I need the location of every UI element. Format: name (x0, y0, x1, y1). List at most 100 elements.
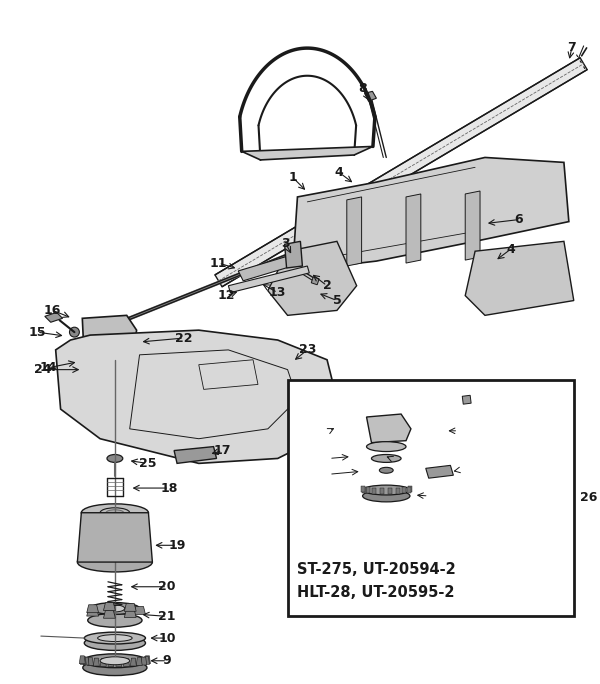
Polygon shape (83, 657, 89, 665)
Text: 14: 14 (40, 361, 58, 374)
Ellipse shape (83, 654, 147, 668)
Polygon shape (403, 488, 406, 493)
Circle shape (70, 327, 79, 337)
Polygon shape (77, 513, 152, 562)
Polygon shape (130, 658, 136, 666)
Ellipse shape (87, 354, 137, 366)
Ellipse shape (106, 510, 124, 516)
Bar (287, 380, 574, 616)
Text: 25: 25 (139, 457, 156, 470)
Polygon shape (124, 603, 136, 611)
Ellipse shape (379, 467, 393, 473)
Polygon shape (145, 656, 151, 663)
Text: 8: 8 (358, 82, 367, 95)
Polygon shape (406, 194, 421, 263)
Text: 12: 12 (218, 289, 235, 302)
Polygon shape (362, 487, 366, 492)
Text: 14: 14 (465, 424, 483, 437)
Polygon shape (373, 488, 376, 494)
Text: 4: 4 (335, 166, 343, 179)
Text: 16: 16 (404, 404, 421, 417)
Polygon shape (124, 609, 136, 618)
Text: 17: 17 (465, 464, 483, 477)
Ellipse shape (88, 614, 142, 627)
Text: 24: 24 (305, 452, 322, 465)
Text: 4: 4 (506, 243, 515, 256)
Text: 15: 15 (305, 424, 322, 437)
Circle shape (293, 271, 302, 281)
Ellipse shape (362, 490, 410, 502)
Ellipse shape (362, 485, 410, 495)
Polygon shape (124, 659, 130, 666)
Polygon shape (87, 605, 98, 613)
Text: HLT-28, UT-20595-2: HLT-28, UT-20595-2 (298, 585, 455, 600)
Circle shape (107, 391, 123, 407)
Polygon shape (45, 313, 62, 322)
Text: ST-275, UT-20594-2: ST-275, UT-20594-2 (298, 562, 456, 577)
Ellipse shape (187, 451, 201, 460)
Polygon shape (347, 197, 362, 266)
Polygon shape (215, 57, 587, 287)
Text: 22: 22 (175, 332, 193, 345)
Text: 9: 9 (163, 655, 172, 668)
Polygon shape (174, 447, 217, 463)
Polygon shape (80, 657, 86, 664)
Ellipse shape (98, 365, 132, 375)
Text: 23: 23 (299, 343, 316, 356)
Text: 20: 20 (158, 580, 176, 593)
Text: 16: 16 (44, 304, 61, 317)
Text: 3: 3 (281, 237, 290, 250)
Circle shape (85, 369, 145, 429)
Text: 10: 10 (158, 631, 176, 644)
Circle shape (97, 382, 133, 417)
Polygon shape (103, 603, 115, 611)
Polygon shape (396, 488, 400, 494)
Polygon shape (380, 488, 384, 494)
Ellipse shape (104, 367, 126, 373)
Polygon shape (268, 241, 356, 315)
Text: 15: 15 (28, 326, 46, 339)
Ellipse shape (92, 355, 131, 364)
Ellipse shape (84, 635, 145, 650)
Polygon shape (82, 315, 137, 362)
Circle shape (323, 291, 331, 300)
Text: 17: 17 (214, 444, 231, 457)
Polygon shape (366, 488, 370, 493)
Text: 2: 2 (323, 279, 331, 292)
Text: 18: 18 (160, 482, 178, 495)
Polygon shape (242, 146, 373, 160)
Polygon shape (136, 657, 142, 666)
Polygon shape (407, 487, 410, 492)
Polygon shape (361, 486, 365, 492)
Polygon shape (100, 659, 106, 666)
Polygon shape (108, 659, 114, 666)
Text: 21: 21 (158, 610, 176, 623)
Circle shape (545, 282, 553, 290)
Polygon shape (367, 414, 411, 443)
Polygon shape (88, 657, 94, 666)
Polygon shape (365, 92, 376, 101)
Text: 26: 26 (580, 491, 597, 504)
Polygon shape (229, 266, 309, 293)
Text: 15: 15 (396, 452, 413, 465)
Polygon shape (143, 657, 149, 664)
Polygon shape (388, 488, 392, 494)
Polygon shape (134, 607, 145, 614)
Ellipse shape (107, 454, 123, 462)
Polygon shape (284, 241, 302, 268)
Ellipse shape (84, 632, 145, 644)
Text: 11: 11 (210, 256, 227, 269)
Ellipse shape (100, 508, 130, 518)
Polygon shape (103, 610, 115, 618)
Polygon shape (141, 657, 146, 665)
Polygon shape (238, 256, 293, 281)
Polygon shape (465, 241, 574, 315)
Text: 19: 19 (169, 539, 186, 552)
Polygon shape (116, 659, 122, 666)
Text: 13: 13 (269, 286, 286, 299)
Polygon shape (408, 486, 412, 492)
Ellipse shape (105, 605, 125, 612)
Text: 24: 24 (34, 363, 52, 376)
Text: 6: 6 (514, 213, 523, 226)
Text: 9: 9 (436, 490, 444, 503)
